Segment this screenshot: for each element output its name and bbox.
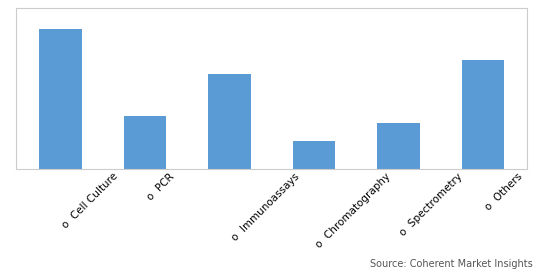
Bar [293,141,335,169]
Bar [124,116,166,169]
Bar [462,60,504,169]
Bar [208,74,251,169]
Bar [377,123,420,169]
Bar [39,29,82,169]
Text: Source: Coherent Market Insights: Source: Coherent Market Insights [370,259,533,269]
